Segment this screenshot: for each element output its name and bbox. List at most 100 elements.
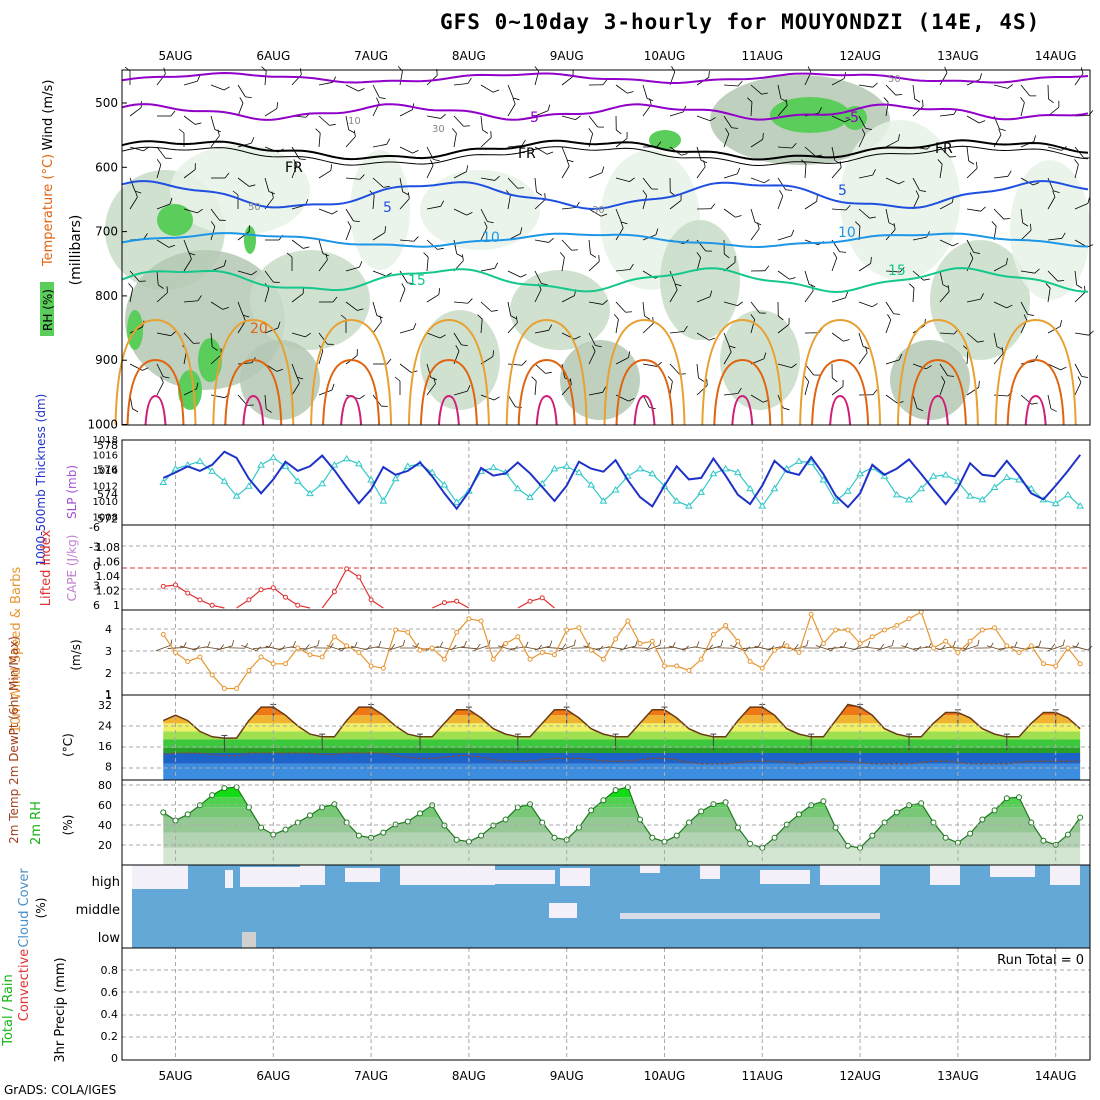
thickness-point: [917, 484, 926, 492]
wind-barb: [291, 376, 300, 396]
wind-barb: [453, 115, 470, 127]
wind-barb: [1074, 363, 1088, 378]
thickness-point: [709, 469, 718, 477]
rh-shading: [170, 145, 310, 235]
thickness-point: [587, 481, 596, 488]
precip-axis-label: 3hr Precip (mm): [53, 957, 68, 1062]
temp-contour-20: [603, 318, 686, 426]
wind-frame: [121, 609, 1091, 696]
lifted-index-line: [431, 600, 470, 609]
cape-tick: 1: [113, 599, 120, 612]
slp-tick: 1008: [93, 513, 118, 524]
contour-label: 5: [383, 200, 392, 216]
wind-barb: [615, 208, 628, 225]
wind-barb: [1047, 190, 1056, 210]
surface-wind-barb: [265, 645, 286, 651]
rh-shading: [660, 220, 740, 340]
wind-barb: [534, 104, 551, 117]
wind-barb: [559, 252, 565, 272]
temp-tick: 24: [98, 720, 112, 733]
rh-point: [514, 804, 521, 811]
wind-barb: [372, 177, 390, 188]
cloud-gap: [930, 865, 960, 885]
wind-barb: [399, 323, 417, 334]
surface-wind-barb: [937, 640, 956, 651]
thickness-point: [966, 492, 975, 499]
rh-point: [881, 819, 888, 826]
wind-speed-point: [698, 656, 704, 662]
rh-point: [343, 819, 350, 826]
wind-barb: [129, 146, 149, 152]
precip-tick: 0: [111, 1052, 118, 1065]
wind-barb: [426, 239, 444, 250]
wind-speed-point: [441, 656, 447, 662]
wind-barb: [858, 256, 872, 272]
wind-barb: [966, 332, 984, 343]
wind-barb: [777, 229, 795, 241]
wind-barb: [858, 82, 878, 88]
wind-speed-point: [551, 652, 557, 658]
thickness-point: [611, 485, 620, 493]
wind-speed-point: [967, 638, 973, 644]
wind-barb: [1047, 270, 1065, 282]
wind-barb: [966, 146, 975, 165]
wind-barb: [561, 115, 581, 121]
temp-contour-20: [994, 318, 1077, 426]
wind-barb: [993, 258, 1008, 272]
temp-contour-5: [121, 180, 1089, 210]
cloud-gap: [620, 913, 880, 919]
wind-speed-point: [478, 618, 484, 624]
wind-speed-point: [405, 629, 411, 635]
contour-label: FR: [935, 141, 953, 157]
wind-barb: [1020, 84, 1037, 97]
wind-barb: [966, 293, 984, 303]
rh-point: [331, 801, 338, 808]
rh-high-shading: [244, 226, 256, 254]
temp-tick: 16: [98, 740, 112, 753]
wind-barb: [286, 252, 293, 271]
thickness-tick: 578: [97, 439, 118, 452]
wind-speed-point: [380, 665, 386, 671]
wind-speed-point: [1028, 643, 1034, 649]
thickness-point: [208, 467, 217, 474]
thickness-point: [293, 477, 302, 484]
thickness-point: [550, 464, 559, 472]
wind-barb: [588, 239, 597, 258]
rh-point: [673, 832, 680, 839]
wind-barb: [750, 314, 756, 334]
wind-barb: [183, 115, 202, 125]
rh-point: [306, 812, 313, 819]
wind-barb: [885, 314, 892, 334]
wind-barb: [615, 351, 631, 365]
wind-barb: [858, 346, 868, 365]
thickness-tick: 574: [97, 488, 118, 501]
contour-label: 20: [250, 321, 268, 337]
wind-barb: [966, 115, 986, 124]
date-label-bottom: 5AUG: [159, 1069, 193, 1083]
wind-barb: [129, 190, 138, 210]
wind-barb: [318, 164, 333, 179]
cloud-axis-label: Cloud Cover: [17, 868, 32, 948]
thickness-point: [770, 484, 779, 492]
wind-barb: [939, 270, 949, 288]
wind-speed-point: [833, 627, 839, 633]
wind-speed-point: [735, 638, 741, 644]
rh-point: [184, 811, 191, 818]
thickness-point: [1051, 499, 1060, 507]
wind-barb: [399, 192, 410, 210]
surface-wind-barb: [754, 645, 775, 651]
wind-barb: [156, 286, 168, 303]
wind-barb: [1047, 363, 1067, 371]
date-label-bottom: 14AUG: [1035, 1069, 1077, 1083]
wind-barb: [1020, 301, 1034, 316]
wind-barb: [345, 130, 356, 148]
dewpoint-line: [163, 752, 1081, 765]
wind-barb: [1020, 223, 1032, 241]
wind-speed-point: [356, 650, 362, 655]
wind-barb: [831, 291, 849, 303]
rh-point: [991, 807, 998, 814]
temp-contour-25: [908, 358, 967, 426]
temp-contour-minus5: [121, 103, 1089, 121]
rh-point: [649, 834, 656, 841]
thickness-point: [1064, 490, 1072, 498]
